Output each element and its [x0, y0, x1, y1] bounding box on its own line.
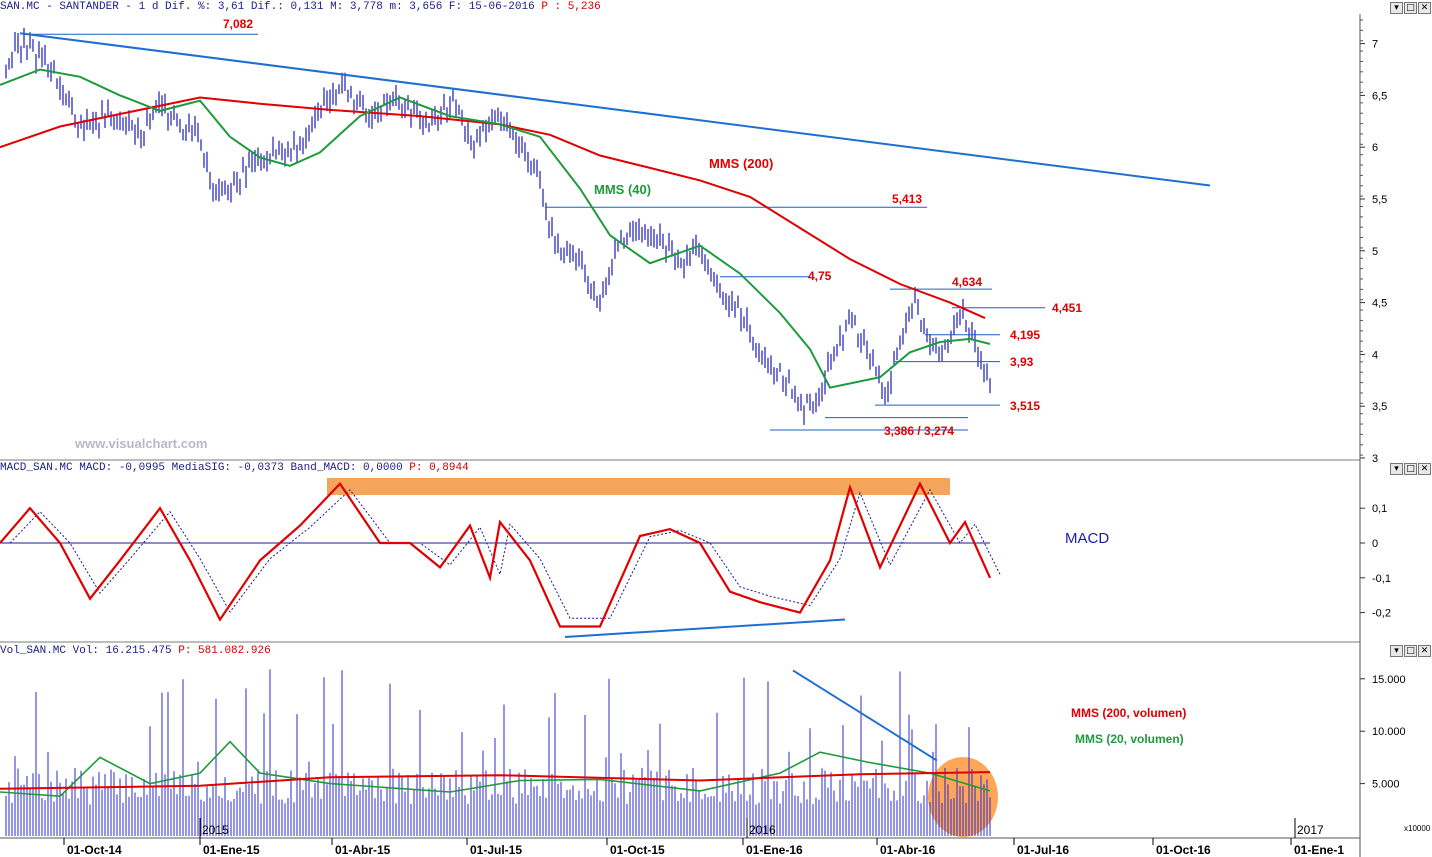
macd-trendline [564, 618, 846, 638]
macd-highlight-band [327, 478, 950, 495]
x-tick-label: 01-Abr-16 [880, 843, 936, 857]
y-tick-label: 3 [1372, 453, 1378, 465]
x-tick-label: 01-Ene-1 [1294, 843, 1344, 857]
mms40-label: MMS (40) [594, 182, 651, 197]
volume-maximize-button[interactable]: □ [1404, 645, 1417, 657]
volume-minimize-button[interactable]: ▾ [1390, 645, 1403, 657]
price-header-symbol: SAN.MC - SANTANDER - [0, 1, 133, 13]
year-label: 2017 [1297, 823, 1324, 837]
minimize-button[interactable]: ▾ [1390, 2, 1403, 14]
y-tick-label: 5 [1372, 246, 1378, 258]
volume-trendline [792, 669, 938, 762]
price-trendline [19, 32, 1211, 187]
level-label: 3,93 [1010, 355, 1034, 369]
price-series-line [0, 96, 986, 320]
macd-title: MACD [1065, 530, 1109, 547]
price-header-p: P : 5,236 [541, 1, 601, 13]
macd-line [0, 481, 992, 628]
level-label: 3,386 / 3,274 [884, 424, 954, 438]
volume-header-values: Vol_SAN.MC Vol: 16.215.475 [0, 645, 172, 657]
volume-y-label: 15.000 [1372, 674, 1406, 686]
price-plot-bg [0, 14, 1360, 458]
level-label: 4,451 [1052, 301, 1082, 315]
y-tick-label: 6 [1372, 142, 1378, 154]
pane-separator-2[interactable] [0, 641, 1360, 643]
x-tick-label: 01-Oct-15 [610, 843, 665, 857]
macd-close-button[interactable]: ✕ [1418, 463, 1431, 475]
macd-header: MACD_SAN.MC MACD: -0,0995 MediaSIG: -0,0… [0, 461, 469, 475]
x-tick-label: 01-Ene-16 [746, 843, 803, 857]
macd-y-label: -0,2 [1372, 608, 1391, 620]
volume-header-p: P: 581.082.926 [178, 645, 271, 657]
level-label: 4,195 [1010, 328, 1040, 342]
volume-mms20-line [0, 740, 991, 798]
year-label: 2015 [202, 823, 229, 837]
year-label: 2016 [749, 823, 776, 837]
macd-header-p: P: 0,8944 [409, 462, 469, 474]
y-tick-label: 5,5 [1372, 194, 1387, 206]
x-tick-label: 01-Jul-16 [1017, 843, 1069, 857]
volume-y-label: 5.000 [1372, 779, 1400, 791]
volume-mms200-line [0, 771, 991, 790]
level-label: 5,413 [892, 192, 922, 206]
volume-header: Vol_SAN.MC Vol: 16.215.475 P: 581.082.92… [0, 644, 271, 658]
close-button[interactable]: ✕ [1418, 2, 1431, 14]
y-tick-label: 4,5 [1372, 298, 1387, 310]
macd-y-label: 0 [1372, 538, 1378, 550]
price-series-line [0, 68, 991, 389]
price-header: SAN.MC - SANTANDER - 1 d Dif. %: 3,61 Di… [0, 0, 601, 14]
macd-y-label: -0,1 [1372, 573, 1391, 585]
level-label: 4,75 [808, 269, 832, 283]
macd-signal-line [9, 488, 1001, 619]
volume-mms200-label: MMS (200, volumen) [1071, 706, 1186, 720]
x-tick-label: 01-Oct-14 [67, 843, 122, 857]
volume-close-button[interactable]: ✕ [1418, 645, 1431, 657]
pane-separator-1[interactable] [0, 459, 1360, 461]
x-tick-label: 01-Jul-15 [470, 843, 522, 857]
level-label: 4,634 [952, 275, 982, 289]
x-tick-label: 01-Oct-16 [1156, 843, 1211, 857]
macd-y-label: 0,1 [1372, 503, 1387, 515]
y-tick-label: 4 [1372, 349, 1378, 361]
y-tick-label: 7 [1372, 39, 1378, 51]
x-tick-label: 01-Ene-15 [203, 843, 260, 857]
level-label: 3,515 [1010, 399, 1040, 413]
maximize-button[interactable]: □ [1404, 2, 1417, 14]
x-tick-label: 01-Abr-15 [335, 843, 391, 857]
y-tick-label: 6,5 [1372, 90, 1387, 102]
level-label: 7,082 [223, 17, 253, 31]
price-header-stats: 1 d Dif. %: 3,61 Dif.: 0,131 M: 3,778 m:… [138, 1, 535, 13]
macd-minimize-button[interactable]: ▾ [1390, 463, 1403, 475]
macd-header-values: MACD_SAN.MC MACD: -0,0995 MediaSIG: -0,0… [0, 462, 403, 474]
volume-y-label: 10.000 [1372, 726, 1406, 738]
y-tick-label: 3,5 [1372, 401, 1387, 413]
volume-multiplier: x10000 [1404, 824, 1431, 833]
macd-maximize-button[interactable]: □ [1404, 463, 1417, 475]
mms200-label: MMS (200) [709, 156, 773, 171]
watermark-text: www.visualchart.com [74, 436, 207, 451]
volume-mms20-label: MMS (20, volumen) [1075, 732, 1184, 746]
